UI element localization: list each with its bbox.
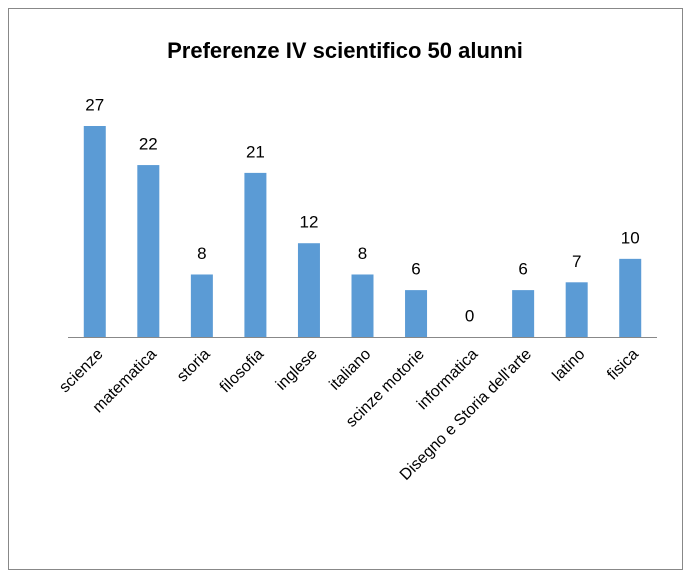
data-label: 6 xyxy=(518,260,527,279)
bar xyxy=(137,165,160,337)
data-label: 27 xyxy=(85,95,104,114)
bar xyxy=(297,243,320,337)
data-label: 12 xyxy=(299,213,318,232)
bar xyxy=(244,172,267,337)
data-label: 10 xyxy=(621,228,640,247)
bar xyxy=(512,290,535,337)
bar xyxy=(351,274,374,337)
data-label: 6 xyxy=(411,260,420,279)
bar xyxy=(83,126,106,337)
data-label: 7 xyxy=(572,252,581,271)
data-label: 21 xyxy=(246,142,265,161)
chart-title: Preferenze IV scientifico 50 alunni xyxy=(167,38,523,63)
data-label: 22 xyxy=(139,135,158,154)
bar xyxy=(619,258,642,337)
data-label: 8 xyxy=(197,244,206,263)
bar xyxy=(405,290,428,337)
bar xyxy=(565,282,588,337)
data-label: 0 xyxy=(465,306,474,325)
data-label: 8 xyxy=(358,244,367,263)
bar xyxy=(190,274,213,337)
